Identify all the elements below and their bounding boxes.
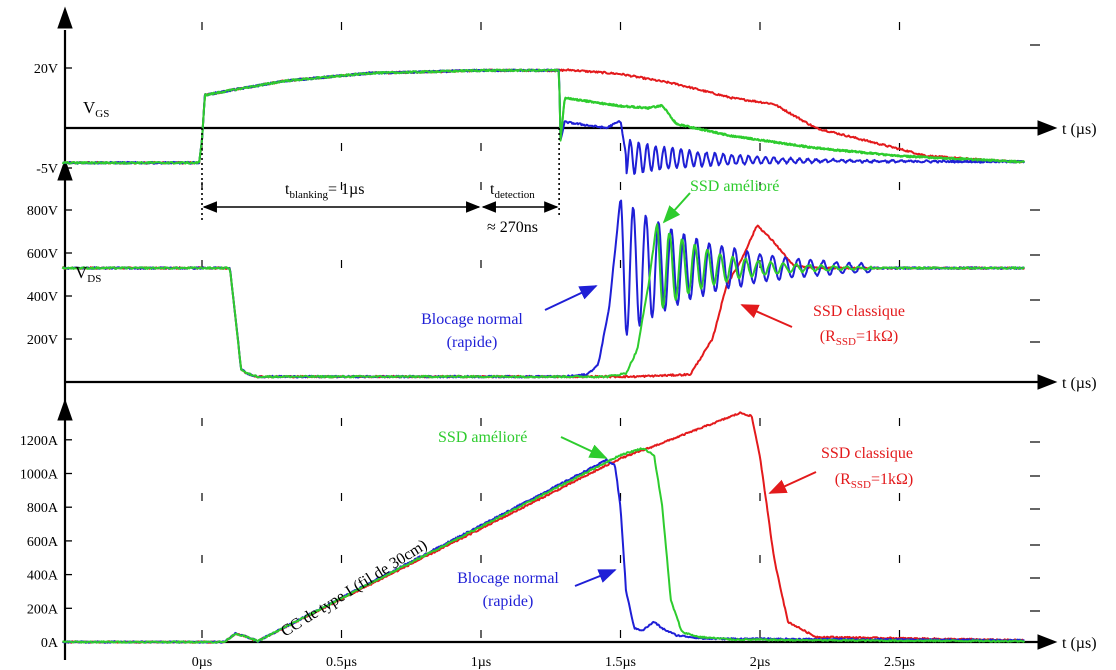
vgs-time-axis-arrow bbox=[1037, 120, 1058, 136]
vds-red-label-2-sub: SSD bbox=[836, 336, 856, 348]
ic-panel-axis-arrow bbox=[57, 398, 73, 421]
ic-blue-label-2: (rapide) bbox=[483, 593, 534, 610]
y-tick-label: 200V bbox=[27, 333, 58, 348]
ic-red-arrow bbox=[768, 471, 817, 494]
detection-value: ≈ 270ns bbox=[487, 219, 538, 236]
vds-trace bbox=[61, 199, 1025, 379]
ic-green-arrow bbox=[560, 436, 608, 459]
x-tick-label: 0µs bbox=[192, 655, 213, 670]
ic-green-label: SSD amélioré bbox=[438, 429, 527, 446]
blanking-label-sub: blanking bbox=[289, 189, 328, 201]
vds-time-axis-arrow bbox=[1037, 374, 1058, 390]
vds-red-arrow bbox=[740, 304, 793, 328]
y-tick-label: 800A bbox=[27, 501, 59, 516]
x-tick-label: 1µs bbox=[471, 655, 492, 670]
vds-trace bbox=[61, 223, 1025, 379]
y-tick-label: -5V bbox=[36, 162, 58, 177]
detection-label-sub: detection bbox=[494, 189, 535, 201]
vds-panel-axis-arrow bbox=[57, 158, 73, 181]
ic-trace bbox=[62, 447, 1026, 644]
vds-signal-sub: DS bbox=[87, 273, 101, 285]
vds-red-label-2: (RSSD=1kΩ) bbox=[820, 328, 898, 348]
traces bbox=[61, 68, 1026, 644]
blanking-label-main: t bbox=[285, 181, 290, 198]
y-tick-label: 200A bbox=[27, 602, 59, 617]
detection-label-main: t bbox=[490, 181, 495, 198]
vgs-traces bbox=[61, 68, 1026, 175]
x-tick-label: 0.5µs bbox=[326, 655, 357, 670]
y-tick-label: 1200A bbox=[20, 434, 59, 449]
vds-green-arrow bbox=[662, 192, 691, 224]
y-tick-label: 0A bbox=[41, 636, 59, 651]
ic-red-label-2-sub: SSD bbox=[851, 479, 871, 491]
blanking-label: tblanking= 1µs bbox=[285, 181, 364, 201]
ic-time-axis-arrow bbox=[1037, 634, 1058, 650]
vgs-trace bbox=[62, 68, 1025, 165]
ic-red-label-1: SSD classique bbox=[821, 445, 913, 462]
vds-traces bbox=[61, 199, 1025, 379]
vds-red-label-2-pre: (R bbox=[820, 328, 836, 345]
vgs-trace-blue bbox=[62, 68, 1025, 175]
y-tick-label: 400V bbox=[27, 290, 58, 305]
ic-red-label-2: (RSSD=1kΩ) bbox=[835, 471, 913, 491]
vds-red-label-2-post: =1kΩ) bbox=[856, 328, 898, 345]
blanking-label-rest: = 1µs bbox=[328, 181, 364, 198]
x-tick-label: 1.5µs bbox=[605, 655, 636, 670]
vgs-signal-main: V bbox=[83, 98, 96, 117]
y-tick-label: 800V bbox=[27, 204, 58, 219]
y-tick-label: 400A bbox=[27, 569, 59, 584]
ic-time-axis-label: t (µs) bbox=[1062, 635, 1097, 652]
ic-traces bbox=[62, 411, 1026, 644]
vds-blue-label-2: (rapide) bbox=[447, 334, 498, 351]
tick-labels: 20V -5V 800V 600V 400V 200V 1200A 1000A 800A 600A… bbox=[20, 62, 915, 670]
vds-trace bbox=[62, 224, 1025, 379]
vds-red-label-1: SSD classique bbox=[813, 303, 905, 320]
vds-blue-arrow bbox=[544, 285, 598, 311]
vgs-time-axis-label: t (µs) bbox=[1062, 121, 1097, 138]
vds-green-label: SSD amélioré bbox=[690, 178, 779, 195]
vgs-signal-label: VGS bbox=[83, 98, 109, 120]
vgs-signal-sub: GS bbox=[95, 108, 109, 120]
vds-time-axis-label: t (µs) bbox=[1062, 375, 1097, 392]
y-tick-label: 1000A bbox=[20, 468, 59, 483]
vgs-panel-axis-arrow bbox=[57, 6, 73, 29]
y-tick-label: 600V bbox=[27, 247, 58, 262]
ic-blue-arrow bbox=[574, 569, 617, 587]
blanking-markers bbox=[201, 128, 560, 222]
detection-label: tdetection bbox=[490, 181, 535, 201]
y-tick-label: 600A bbox=[27, 535, 59, 550]
axes bbox=[57, 6, 1058, 660]
y-tick-label: 20V bbox=[34, 62, 58, 77]
x-tick-label: 2µs bbox=[750, 655, 771, 670]
vds-signal-label: VDS bbox=[75, 263, 101, 285]
ic-blue-label-1: Blocage normal bbox=[457, 570, 559, 587]
vds-blue-label-1: Blocage normal bbox=[421, 311, 523, 328]
vgs-trace-green-top bbox=[61, 68, 1026, 165]
ic-red-label-2-post: =1kΩ) bbox=[871, 471, 913, 488]
ic-red-label-2-pre: (R bbox=[835, 471, 851, 488]
vds-signal-main: V bbox=[75, 263, 88, 282]
ic-ramp-label: CC de type I (fil de 30cm) bbox=[278, 537, 430, 641]
vgs-trace bbox=[61, 68, 1025, 165]
x-tick-label: 2.5µs bbox=[884, 655, 915, 670]
